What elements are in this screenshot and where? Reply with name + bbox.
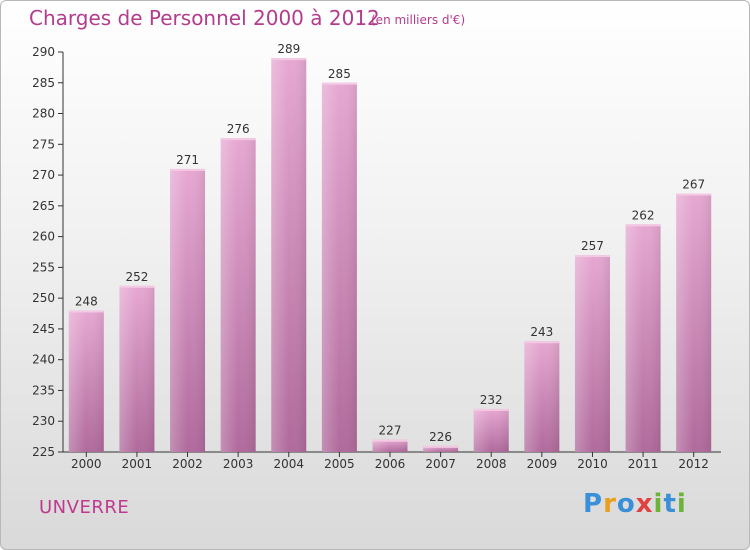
bar-shade [524, 341, 560, 452]
bar-value-label: 248 [75, 294, 98, 308]
x-tick-label: 2000 [71, 457, 102, 471]
logo-letter: o [616, 489, 636, 519]
y-tick-label: 285 [32, 76, 55, 90]
logo-letter: x [635, 489, 654, 519]
bar-top-highlight [524, 341, 560, 344]
proxiti-logo: Proxiti [583, 489, 687, 519]
bar-shade [574, 255, 610, 452]
bar-top-highlight [119, 285, 155, 288]
x-tick-label: 2002 [172, 457, 203, 471]
bar-shade [676, 193, 712, 453]
bar-top-highlight [625, 224, 661, 227]
bar-value-label: 262 [632, 208, 655, 222]
logo-letter: t [663, 489, 677, 519]
bar-value-label: 227 [379, 424, 402, 438]
bar-shade [321, 82, 357, 453]
bar-top-highlight [321, 82, 357, 85]
bar-shade [372, 439, 408, 452]
bar-shade [625, 224, 661, 452]
logo-letter: r [603, 489, 617, 519]
bar-shade [271, 58, 307, 453]
bar-value-label: 257 [581, 239, 604, 253]
bar-shade [220, 138, 256, 452]
y-tick-label: 230 [32, 414, 55, 428]
x-tick-label: 2006 [375, 457, 406, 471]
x-tick-label: 2005 [324, 457, 355, 471]
chart-subtitle: (en milliers d'€) [371, 13, 466, 27]
x-tick-label: 2008 [476, 457, 507, 471]
y-tick-label: 225 [32, 445, 55, 459]
bar-top-highlight [220, 138, 256, 141]
bar-top-highlight [473, 408, 509, 411]
y-tick-label: 255 [32, 260, 55, 274]
x-tick-label: 2004 [273, 457, 304, 471]
bar-value-label: 267 [682, 178, 705, 192]
bar-value-label: 226 [429, 430, 452, 444]
y-tick-label: 280 [32, 107, 55, 121]
bar-value-label: 232 [480, 393, 503, 407]
bar-top-highlight [170, 168, 206, 171]
bar-value-label: 285 [328, 67, 351, 81]
bar-shade [68, 310, 104, 452]
bar-value-label: 243 [530, 325, 553, 339]
bar-shade [473, 408, 509, 452]
bar-value-label: 276 [227, 122, 250, 136]
x-tick-label: 2009 [527, 457, 558, 471]
bar-top-highlight [68, 310, 104, 313]
x-tick-label: 2003 [223, 457, 254, 471]
bar-shade [423, 445, 459, 452]
y-tick-label: 235 [32, 383, 55, 397]
y-tick-label: 270 [32, 168, 55, 182]
bar-value-label: 289 [277, 42, 300, 56]
y-tick-label: 245 [32, 322, 55, 336]
bar-value-label: 271 [176, 153, 199, 167]
bar-top-highlight [676, 193, 712, 196]
bar-top-highlight [271, 58, 307, 61]
x-tick-label: 2012 [678, 457, 709, 471]
place-name: UNVERRE [39, 497, 130, 518]
y-tick-label: 240 [32, 353, 55, 367]
bar-top-highlight [372, 439, 408, 442]
bar-value-label: 252 [125, 270, 148, 284]
y-tick-label: 265 [32, 199, 55, 213]
y-tick-label: 250 [32, 291, 55, 305]
x-tick-label: 2010 [577, 457, 608, 471]
x-tick-label: 2007 [425, 457, 456, 471]
y-tick-label: 260 [32, 230, 55, 244]
bar-top-highlight [574, 255, 610, 258]
y-tick-label: 275 [32, 137, 55, 151]
x-tick-label: 2011 [628, 457, 659, 471]
y-tick-label: 290 [32, 45, 55, 59]
bar-shade [119, 285, 155, 452]
logo-letter: P [583, 489, 604, 519]
x-tick-label: 2001 [122, 457, 153, 471]
chart-title: Charges de Personnel 2000 à 2012 [29, 6, 380, 30]
bar-shade [170, 168, 206, 452]
bar-top-highlight [423, 445, 459, 448]
logo-letter: i [653, 489, 664, 519]
logo-letter: i [676, 489, 687, 519]
